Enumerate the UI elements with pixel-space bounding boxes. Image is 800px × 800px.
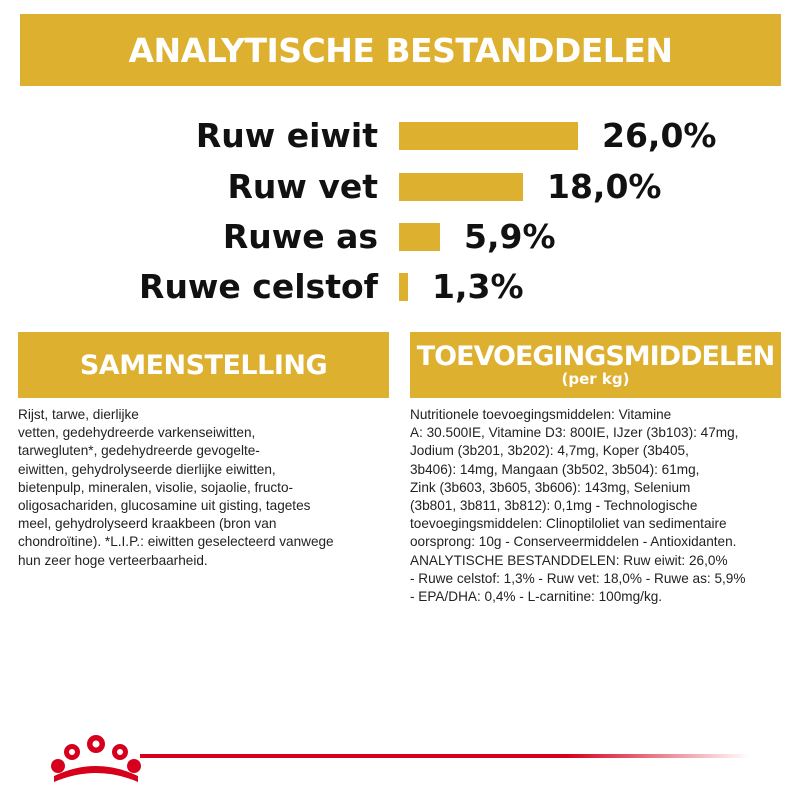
- nutrient-bar: [399, 223, 440, 251]
- nutrient-label: Ruw eiwit: [195, 116, 378, 155]
- nutrient-row-ash: Ruwe as 5,9%: [0, 214, 800, 260]
- royal-canin-crown-icon: [51, 735, 141, 782]
- nutrient-value: 18,0%: [547, 167, 662, 206]
- nutrient-row-fat: Ruw vet 18,0%: [0, 164, 800, 210]
- composition-title-banner: SAMENSTELLING: [18, 332, 389, 398]
- nutrient-value: 26,0%: [602, 116, 717, 155]
- nutrient-row-fibre: Ruwe celstof 1,3%: [0, 264, 800, 310]
- nutrient-value: 5,9%: [464, 217, 556, 256]
- nutrient-bar: [399, 273, 408, 301]
- nutrient-label: Ruwe celstof: [139, 267, 378, 306]
- analytical-title-banner: ANALYTISCHE BESTANDDELEN: [20, 14, 781, 86]
- nutrient-bar: [399, 173, 523, 201]
- nutrient-bar: [399, 122, 578, 150]
- analytical-title: ANALYTISCHE BESTANDDELEN: [128, 30, 674, 70]
- additives-subtitle: (per kg): [561, 370, 630, 388]
- nutrient-value: 1,3%: [432, 267, 524, 306]
- additives-title: TOEVOEGINGSMIDDELEN: [416, 341, 775, 372]
- additives-title-banner: TOEVOEGINGSMIDDELEN (per kg): [410, 332, 781, 398]
- nutrient-label: Ruw vet: [227, 167, 378, 206]
- composition-text: Rijst, tarwe, dierlijke vetten, gedehydr…: [18, 407, 334, 568]
- additives-text: Nutritionele toevoegingsmiddelen: Vitami…: [410, 407, 746, 605]
- nutrient-label: Ruwe as: [222, 217, 378, 256]
- composition-title: SAMENSTELLING: [79, 349, 328, 381]
- footer-brand-line: [140, 754, 750, 758]
- nutrient-row-protein: Ruw eiwit 26,0%: [0, 113, 800, 159]
